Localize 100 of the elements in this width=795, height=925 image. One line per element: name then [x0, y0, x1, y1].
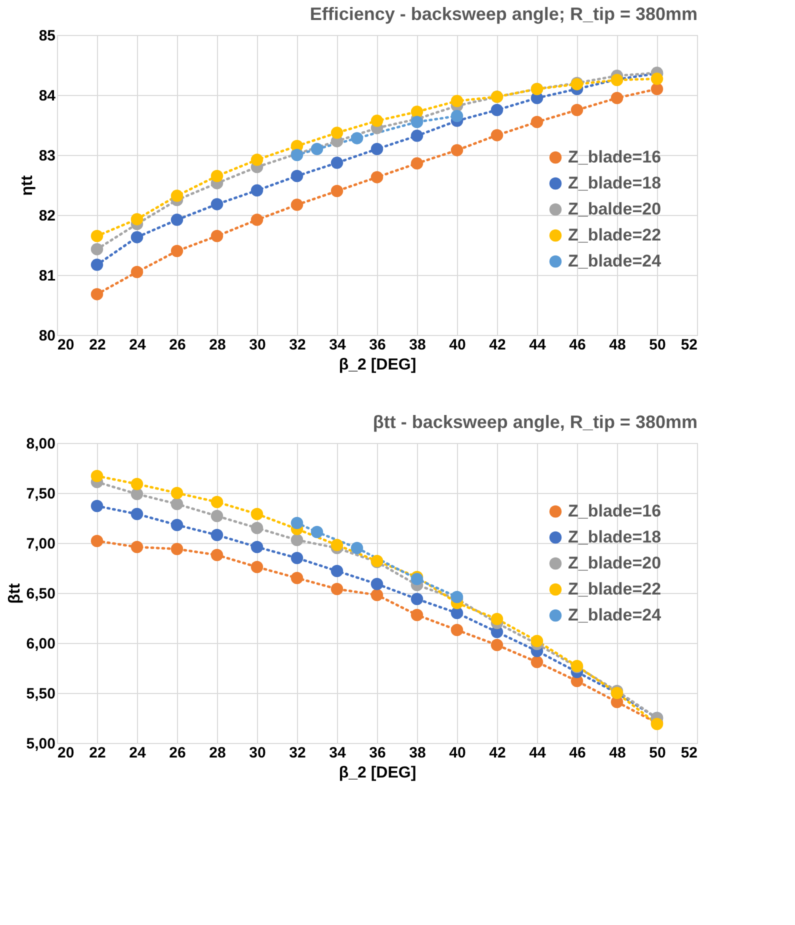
- point: [170, 244, 184, 258]
- point: [330, 156, 344, 169]
- point: [330, 538, 344, 552]
- point: [350, 132, 364, 144]
- x-tick-label: 26: [169, 336, 186, 354]
- point: [290, 516, 304, 530]
- x-tick-label: 22: [89, 336, 106, 354]
- point: [350, 542, 364, 554]
- point: [210, 198, 224, 210]
- x-tick-label: 32: [289, 336, 306, 354]
- x-axis-title: β_2 [DEG]: [338, 764, 416, 782]
- point: [130, 213, 144, 226]
- chart-title: Efficiency - backsweep angle; R_tip = 380mm: [310, 4, 698, 24]
- y-axis-title: βtt: [6, 582, 24, 604]
- point: [330, 184, 344, 198]
- x-tick-label: 24: [129, 336, 146, 354]
- point: [410, 106, 424, 118]
- x-tick-label: 26: [169, 744, 186, 762]
- x-tick-label: 44: [529, 744, 546, 762]
- y-tick-label: 85: [38, 28, 56, 44]
- x-tick-label: 52: [680, 336, 698, 354]
- point: [650, 82, 664, 96]
- point: [250, 522, 264, 534]
- point: [210, 496, 224, 508]
- legend-label: Z_balde=20: [568, 200, 662, 218]
- point: [250, 560, 264, 574]
- x-tick-label: 50: [649, 336, 666, 354]
- point: [490, 612, 504, 626]
- point: [130, 508, 144, 520]
- point: [410, 608, 424, 622]
- point: [290, 198, 304, 211]
- x-tick-label: 22: [89, 744, 106, 762]
- x-tick-label: 38: [409, 744, 426, 762]
- x-tick-label: 44: [529, 336, 546, 354]
- point: [210, 528, 224, 542]
- point: [90, 500, 104, 512]
- point: [90, 470, 104, 482]
- point: [410, 130, 424, 142]
- x-tick-label: 34: [329, 744, 346, 762]
- legend-label: Z_blade=22: [568, 226, 662, 244]
- y-tick-label: 5,00: [26, 736, 56, 752]
- point: [170, 518, 184, 532]
- legend-label: Z_blade=16: [568, 502, 662, 520]
- point: [450, 606, 464, 620]
- legend-label: Z_blade=20: [568, 554, 662, 572]
- point: [210, 548, 224, 562]
- point: [170, 498, 184, 510]
- y-tick-label: 7,00: [26, 536, 56, 552]
- point: [290, 552, 304, 564]
- x-tick-label: 36: [369, 336, 386, 354]
- x-tick-label: 48: [609, 336, 626, 354]
- point: [130, 478, 144, 490]
- point: [490, 638, 504, 652]
- point: [250, 540, 264, 554]
- point: [90, 288, 104, 300]
- y-tick-label: 5,50: [26, 686, 56, 702]
- x-tick-label: 34: [329, 336, 346, 354]
- y-tick-label: 7,50: [26, 486, 56, 502]
- legend-label: Z_blade=18: [568, 528, 662, 546]
- x-tick-label: 28: [209, 336, 226, 354]
- point: [250, 154, 264, 166]
- point: [530, 656, 544, 668]
- point: [210, 170, 224, 182]
- point: [450, 144, 464, 156]
- point: [410, 592, 424, 606]
- point: [290, 572, 304, 584]
- point: [250, 184, 264, 197]
- point: [530, 116, 544, 128]
- legend-label: Z_blade=24: [568, 606, 662, 624]
- x-tick-label: 36: [369, 744, 386, 762]
- point: [330, 126, 344, 139]
- point: [90, 243, 104, 256]
- point: [330, 564, 344, 578]
- x-tick-label: 24: [129, 744, 146, 762]
- point: [90, 258, 104, 271]
- point: [210, 230, 224, 242]
- x-tick-label: 46: [569, 744, 586, 762]
- point: [90, 230, 104, 242]
- point: [410, 157, 424, 170]
- point: [490, 104, 504, 116]
- point: [570, 104, 584, 116]
- x-tick-label: 28: [209, 744, 226, 762]
- x-tick-label: 42: [489, 336, 506, 354]
- point: [310, 526, 324, 538]
- legend-label: Z_blade=24: [568, 252, 662, 270]
- legend-label: Z_blade=18: [568, 174, 662, 192]
- x-tick-label: 20: [58, 336, 74, 354]
- y-tick-label: 84: [38, 88, 56, 104]
- point: [370, 114, 384, 127]
- x-tick-label: 20: [58, 744, 74, 762]
- point: [170, 190, 184, 202]
- point: [250, 508, 264, 520]
- y-tick-label: 81: [38, 268, 56, 284]
- point: [370, 578, 384, 590]
- point: [490, 129, 504, 142]
- point: [410, 116, 424, 128]
- point: [370, 171, 384, 184]
- point: [170, 214, 184, 226]
- point: [170, 542, 184, 556]
- x-tick-label: 52: [680, 744, 698, 762]
